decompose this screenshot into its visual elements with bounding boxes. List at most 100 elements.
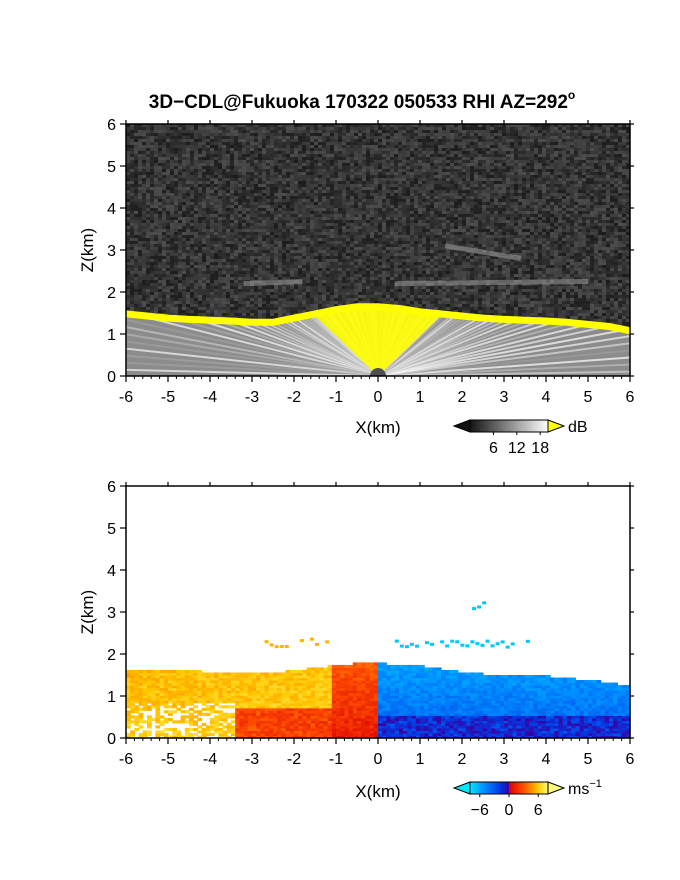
snr-noise-cell bbox=[474, 193, 478, 196]
snr-noise-cell bbox=[330, 169, 334, 172]
snr-noise-cell bbox=[282, 193, 286, 196]
snr-noise-cell bbox=[366, 175, 370, 178]
snr-noise-cell bbox=[558, 133, 562, 136]
snr-noise-cell bbox=[514, 142, 518, 145]
snr-noise-cell bbox=[202, 127, 206, 130]
snr-noise-cell bbox=[246, 151, 250, 154]
snr-noise-cell bbox=[262, 208, 266, 211]
snr-noise-cell bbox=[354, 178, 358, 181]
snr-noise-cell bbox=[482, 163, 486, 166]
snr-noise-cell bbox=[546, 160, 550, 163]
snr-noise-cell bbox=[334, 142, 338, 145]
snr-noise-cell bbox=[578, 154, 582, 157]
snr-noise-cell bbox=[346, 226, 350, 229]
snr-noise-cell bbox=[574, 142, 578, 145]
snr-noise-cell bbox=[622, 226, 626, 229]
snr-noise-cell bbox=[238, 223, 242, 226]
snr-noise-cell bbox=[594, 142, 598, 145]
snr-noise-cell bbox=[406, 190, 410, 193]
snr-noise-cell bbox=[434, 130, 438, 133]
snr-noise-cell bbox=[170, 241, 174, 244]
snr-noise-cell bbox=[134, 133, 138, 136]
snr-noise-cell bbox=[606, 226, 610, 229]
snr-noise-cell bbox=[626, 172, 630, 175]
snr-noise-cell bbox=[302, 184, 306, 187]
snr-noise-cell bbox=[386, 139, 390, 142]
snr-noise-cell bbox=[374, 214, 378, 217]
snr-noise-cell bbox=[626, 220, 630, 223]
snr-noise-cell bbox=[162, 148, 166, 151]
snr-noise-cell bbox=[586, 214, 590, 217]
snr-noise-cell bbox=[562, 160, 566, 163]
snr-noise-cell bbox=[234, 139, 238, 142]
snr-noise-cell bbox=[518, 172, 522, 175]
snr-noise-cell bbox=[566, 145, 570, 148]
snr-noise-cell bbox=[218, 196, 222, 199]
snr-noise-cell bbox=[546, 217, 550, 220]
snr-noise-cell bbox=[322, 190, 326, 193]
snr-noise-cell bbox=[414, 220, 418, 223]
snr-noise-cell bbox=[394, 238, 398, 241]
snr-noise-cell bbox=[274, 127, 278, 130]
snr-noise-cell bbox=[154, 214, 158, 217]
snr-noise-cell bbox=[186, 160, 190, 163]
snr-noise-cell bbox=[398, 163, 402, 166]
snr-noise-cell bbox=[594, 136, 598, 139]
snr-noise-cell bbox=[194, 181, 198, 184]
snr-noise-cell bbox=[234, 148, 238, 151]
snr-noise-cell bbox=[550, 199, 554, 202]
snr-noise-cell bbox=[362, 166, 366, 169]
snr-noise-cell bbox=[410, 172, 414, 175]
snr-noise-cell bbox=[358, 229, 362, 232]
snr-noise-cell bbox=[326, 136, 330, 139]
snr-noise-cell bbox=[398, 205, 402, 208]
snr-noise-cell bbox=[350, 217, 354, 220]
snr-noise-cell bbox=[454, 208, 458, 211]
snr-noise-cell bbox=[366, 223, 370, 226]
snr-noise-cell bbox=[270, 178, 274, 181]
snr-noise-cell bbox=[390, 124, 394, 127]
snr-noise-cell bbox=[446, 202, 450, 205]
snr-noise-cell bbox=[590, 181, 594, 184]
snr-noise-cell bbox=[346, 217, 350, 220]
snr-noise-cell bbox=[174, 148, 178, 151]
snr-noise-cell bbox=[166, 214, 170, 217]
snr-noise-cell bbox=[218, 127, 222, 130]
snr-noise-cell bbox=[286, 238, 290, 241]
snr-noise-cell bbox=[534, 214, 538, 217]
snr-noise-cell bbox=[154, 136, 158, 139]
snr-noise-cell bbox=[130, 184, 134, 187]
snr-noise-cell bbox=[390, 226, 394, 229]
snr-noise-cell bbox=[578, 136, 582, 139]
snr-noise-cell bbox=[494, 145, 498, 148]
snr-noise-cell bbox=[426, 220, 430, 223]
snr-noise-cell bbox=[406, 175, 410, 178]
snr-noise-cell bbox=[246, 196, 250, 199]
snr-noise-cell bbox=[162, 199, 166, 202]
snr-noise-cell bbox=[222, 211, 226, 214]
snr-noise-cell bbox=[242, 139, 246, 142]
snr-noise-cell bbox=[258, 217, 262, 220]
snr-noise-cell bbox=[134, 208, 138, 211]
snr-noise-cell bbox=[354, 157, 358, 160]
snr-noise-cell bbox=[382, 166, 386, 169]
snr-noise-cell bbox=[290, 169, 294, 172]
snr-noise-cell bbox=[174, 160, 178, 163]
snr-noise-cell bbox=[366, 241, 370, 244]
snr-noise-cell bbox=[358, 193, 362, 196]
snr-noise-cell bbox=[222, 178, 226, 181]
snr-noise-cell bbox=[266, 232, 270, 235]
snr-noise-cell bbox=[606, 148, 610, 151]
snr-noise-cell bbox=[578, 208, 582, 211]
snr-noise-cell bbox=[606, 193, 610, 196]
snr-noise-cell bbox=[458, 145, 462, 148]
snr-noise-cell bbox=[338, 184, 342, 187]
snr-noise-cell bbox=[318, 163, 322, 166]
snr-noise-cell bbox=[486, 220, 490, 223]
snr-noise-cell bbox=[450, 235, 454, 238]
snr-noise-cell bbox=[350, 178, 354, 181]
snr-noise-cell bbox=[626, 211, 630, 214]
snr-noise-cell bbox=[154, 169, 158, 172]
snr-noise-cell bbox=[470, 163, 474, 166]
snr-noise-cell bbox=[466, 142, 470, 145]
